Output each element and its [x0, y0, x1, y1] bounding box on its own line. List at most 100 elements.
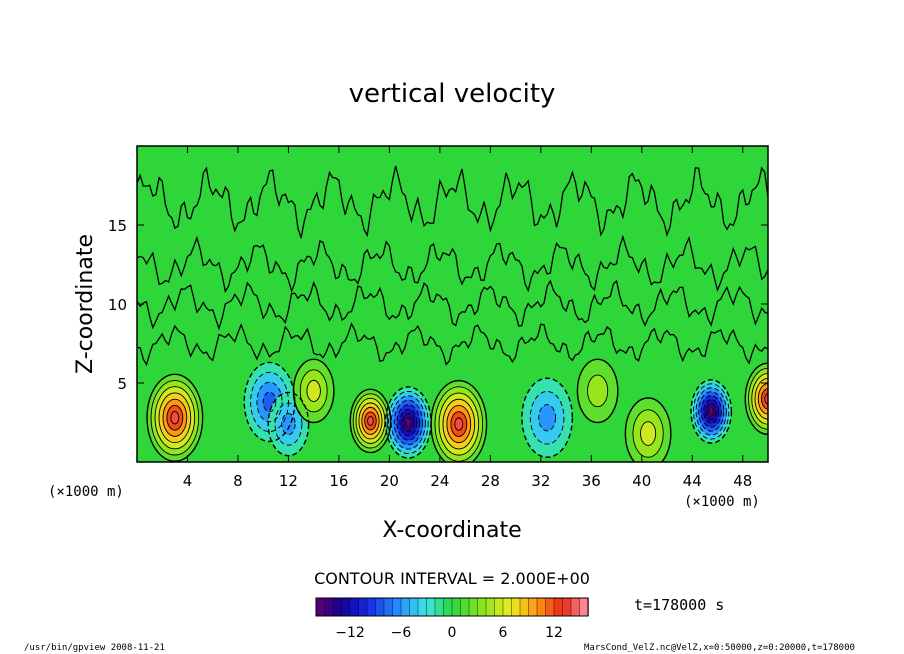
contour-line [700, 395, 722, 428]
contour-line [137, 322, 768, 367]
contour-line [154, 386, 196, 450]
velocity-cell [521, 378, 573, 458]
contour-line [521, 377, 574, 458]
contour-line [538, 404, 557, 432]
contour-line [393, 399, 423, 446]
colorbar-segment [324, 597, 334, 617]
contour-line [361, 406, 380, 435]
contour-line [262, 391, 277, 413]
contour-line [402, 413, 415, 432]
velocity-cell [625, 398, 671, 462]
contour-line [158, 392, 192, 444]
contour-line [358, 402, 383, 440]
x-tick-label: 44 [683, 472, 702, 490]
velocity-level [640, 421, 656, 446]
y-axis-label: Z-coordinate [73, 234, 98, 374]
contour-line [576, 358, 619, 424]
contour-line [150, 380, 200, 456]
contour-line [693, 383, 730, 440]
y-tick-label: 10 [108, 296, 127, 314]
contour-line [250, 371, 289, 433]
colorbar-segment [485, 597, 496, 617]
contour-line [751, 372, 768, 425]
contour-line [137, 165, 768, 239]
velocity-cell [268, 392, 309, 456]
colorbar-segment [358, 597, 368, 617]
footer-right: MarsCond_VelZ.nc@VelZ,x=0:50000,z=0:2000… [584, 643, 855, 653]
velocity-level [587, 375, 608, 407]
x-axis: 4 8 12 16 20 24 28 32 36 40 44 48 [183, 146, 752, 490]
contour-line [299, 369, 328, 413]
plot-area [136, 145, 769, 463]
velocity-level [454, 417, 463, 431]
contour-line [162, 398, 188, 437]
x-tick-label: 32 [531, 472, 550, 490]
colorbar-segment [315, 597, 326, 617]
x-tick-label: 4 [183, 472, 193, 490]
colorbar-segment [409, 597, 419, 617]
x-unit-right: (×1000 m) [684, 494, 760, 510]
colorbar-segment [553, 597, 564, 617]
y-tick-label: 15 [108, 217, 127, 235]
contour-line [281, 413, 296, 436]
contour-line [587, 374, 609, 408]
chart-title: vertical velocity [349, 79, 556, 109]
contour-line [390, 395, 426, 450]
contour-line [166, 404, 184, 431]
contour-line [640, 421, 657, 446]
contour-line [698, 391, 725, 432]
colorbar-segment [434, 597, 445, 617]
x-tick-label: 20 [380, 472, 399, 490]
velocity-cell [577, 359, 618, 423]
contour-interval-label: CONTOUR INTERVAL = 2.000E+00 [314, 569, 590, 588]
contour-line [170, 411, 180, 425]
x-tick-label: 12 [279, 472, 298, 490]
velocity-level [405, 418, 412, 427]
colorbar-tick-label: −12 [335, 625, 365, 641]
contour-line [352, 393, 389, 449]
velocity-level [170, 411, 179, 424]
x-tick-label: 36 [582, 472, 601, 490]
colorbar-segment [468, 597, 479, 617]
colorbar-segment [528, 597, 538, 617]
contour-line [442, 398, 476, 450]
colorbar-segment [332, 597, 343, 617]
contour-line [624, 397, 672, 462]
contour-line [446, 405, 472, 444]
contour-line [364, 411, 377, 431]
x-tick-label: 24 [430, 472, 449, 490]
contour-line [306, 379, 321, 402]
colorbar-tick-label: 6 [499, 625, 508, 641]
colorbar-segment [375, 597, 385, 617]
contour-line [454, 417, 464, 431]
colorbar-segment [562, 597, 572, 617]
contour-line [274, 402, 303, 446]
contour-line [137, 279, 768, 331]
velocity-level [764, 393, 768, 404]
colorbar-segment [460, 597, 470, 617]
contour-line [367, 415, 374, 426]
contour-line [349, 388, 392, 454]
contour-line [690, 379, 733, 444]
contour-line [764, 393, 768, 405]
contour-line [388, 390, 429, 455]
colorbar-segment [502, 597, 513, 617]
contour-line [430, 379, 488, 462]
contour-line [438, 392, 480, 456]
colorbar-segment [451, 597, 462, 617]
colorbar-segment [426, 597, 436, 617]
x-unit-left: (×1000 m) [48, 484, 124, 500]
contour-line [632, 409, 664, 458]
contour-line [450, 411, 468, 437]
x-tick-label: 28 [481, 472, 500, 490]
contour-line [405, 417, 412, 428]
velocity-level [538, 404, 556, 431]
colorbar-segment [341, 597, 351, 617]
velocity-level [367, 416, 374, 426]
colorbar-tick-label: 0 [448, 625, 457, 641]
colorbar-segment [511, 597, 521, 617]
colorbar-segment [494, 597, 504, 617]
x-tick-label: 48 [733, 472, 752, 490]
contour-line [399, 408, 418, 437]
